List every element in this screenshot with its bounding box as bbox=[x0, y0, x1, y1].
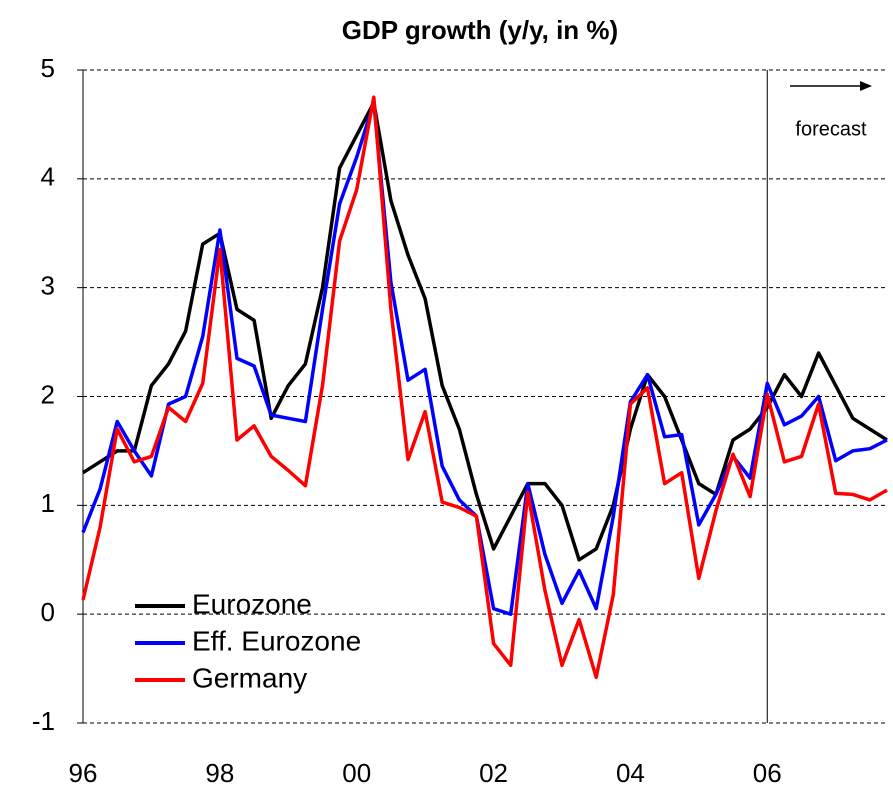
legend-label: Eff. Eurozone bbox=[192, 625, 361, 656]
x-tick-label: 00 bbox=[342, 758, 371, 788]
y-tick-label: 0 bbox=[41, 597, 55, 627]
y-tick-label: -1 bbox=[32, 706, 55, 736]
forecast-arrowhead bbox=[860, 81, 872, 91]
legend-label: Eurozone bbox=[192, 588, 312, 619]
y-tick-label: 1 bbox=[41, 488, 55, 518]
x-tick-label: 98 bbox=[205, 758, 234, 788]
x-tick-label: 06 bbox=[753, 758, 782, 788]
y-tick-label: 5 bbox=[41, 53, 55, 83]
y-tick-label: 2 bbox=[41, 379, 55, 409]
x-tick-label: 04 bbox=[616, 758, 645, 788]
annotation: forecast bbox=[795, 118, 867, 140]
y-tick-label: 3 bbox=[41, 271, 55, 301]
x-tick-label: 96 bbox=[69, 758, 98, 788]
series-line bbox=[81, 100, 888, 616]
y-tick-label: 4 bbox=[41, 162, 55, 192]
series-line bbox=[82, 100, 888, 562]
x-tick-label: 02 bbox=[479, 758, 508, 788]
legend-label: Germany bbox=[192, 662, 307, 693]
chart-title: GDP growth (y/y, in %) bbox=[342, 15, 618, 45]
series-line bbox=[81, 95, 888, 680]
